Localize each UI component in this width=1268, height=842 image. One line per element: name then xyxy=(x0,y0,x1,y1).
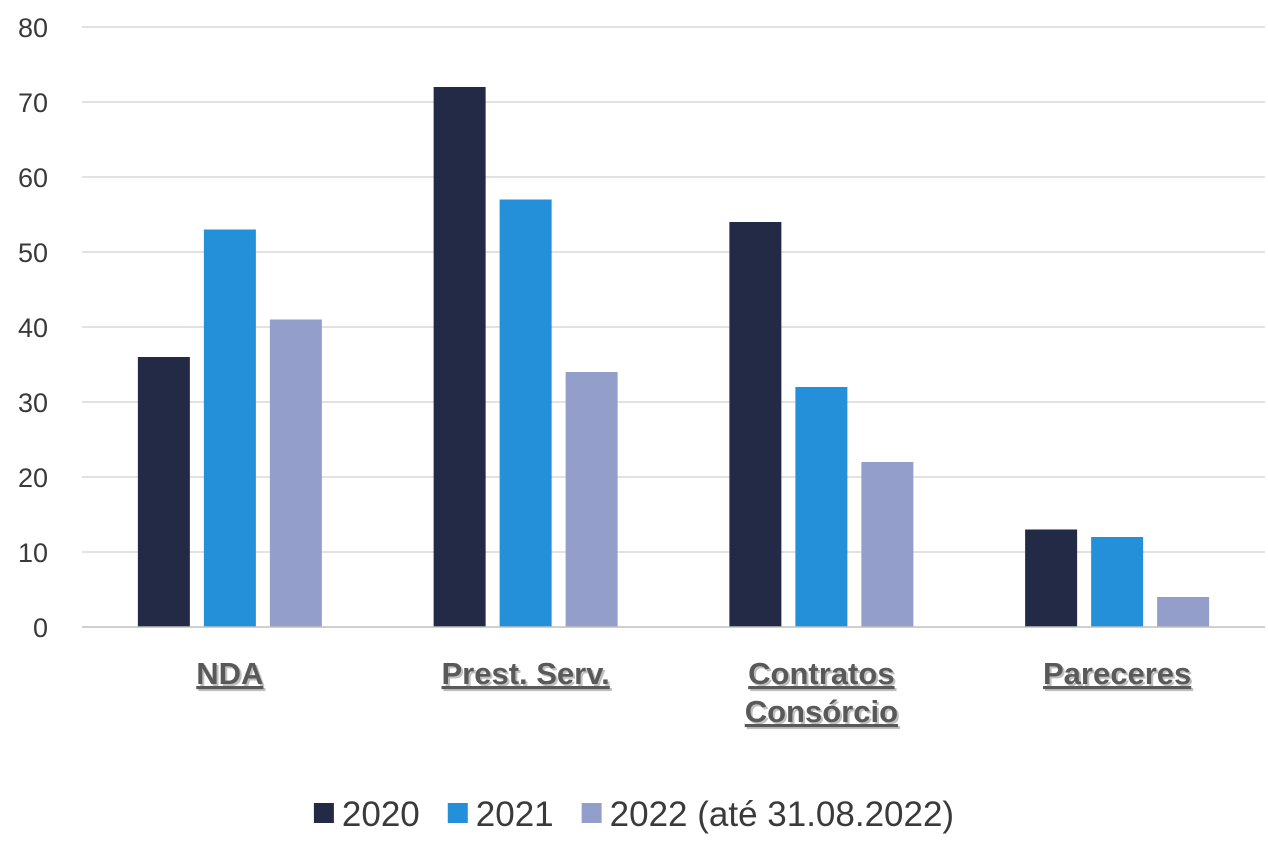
y-tick-label: 70 xyxy=(18,88,48,118)
bar xyxy=(137,357,190,627)
bar xyxy=(565,372,618,627)
bar xyxy=(433,87,486,627)
bar xyxy=(269,319,322,627)
legend-label: 2022 (até 31.08.2022) xyxy=(610,795,954,834)
bar xyxy=(1091,537,1144,627)
category-label-shadow: Prest. Serv. xyxy=(443,658,611,693)
bar xyxy=(729,222,782,627)
category-label: Prest. Serv. xyxy=(441,656,609,691)
y-tick-label: 80 xyxy=(18,13,48,43)
legend-swatch xyxy=(447,803,468,823)
y-tick-label: 20 xyxy=(18,463,48,493)
y-axis-ticks: 0 10 20 30 40 50 60 70 80 xyxy=(18,13,48,643)
bar xyxy=(1025,529,1078,627)
bars xyxy=(137,87,1210,627)
category-label: Pareceres xyxy=(1043,656,1191,691)
legend-label: 2020 xyxy=(342,795,420,834)
legend-swatch xyxy=(313,803,334,823)
bar xyxy=(499,199,552,627)
gridlines xyxy=(82,26,1265,553)
bar xyxy=(203,229,256,627)
category-label: Contratos xyxy=(748,656,894,691)
y-tick-label: 10 xyxy=(18,538,48,568)
category-label-shadow: Contratos xyxy=(750,658,896,693)
legend-label: 2021 xyxy=(476,795,554,834)
y-tick-label: 60 xyxy=(18,163,48,193)
category-label: Consórcio xyxy=(745,694,898,729)
category-label-shadow: Consórcio xyxy=(747,696,900,731)
bar xyxy=(861,462,914,627)
category-label-shadow: Pareceres xyxy=(1045,658,1193,693)
category-label: NDA xyxy=(196,656,263,691)
legend-swatch xyxy=(581,803,602,823)
y-tick-label: 30 xyxy=(18,388,48,418)
legend: 2020 2021 2022 (até 31.08.2022) xyxy=(313,795,954,834)
y-tick-label: 0 xyxy=(33,613,48,643)
bar xyxy=(795,387,848,627)
y-tick-label: 40 xyxy=(18,313,48,343)
bar xyxy=(1157,597,1210,627)
y-tick-label: 50 xyxy=(18,238,48,268)
category-label-shadow: NDA xyxy=(198,658,265,693)
